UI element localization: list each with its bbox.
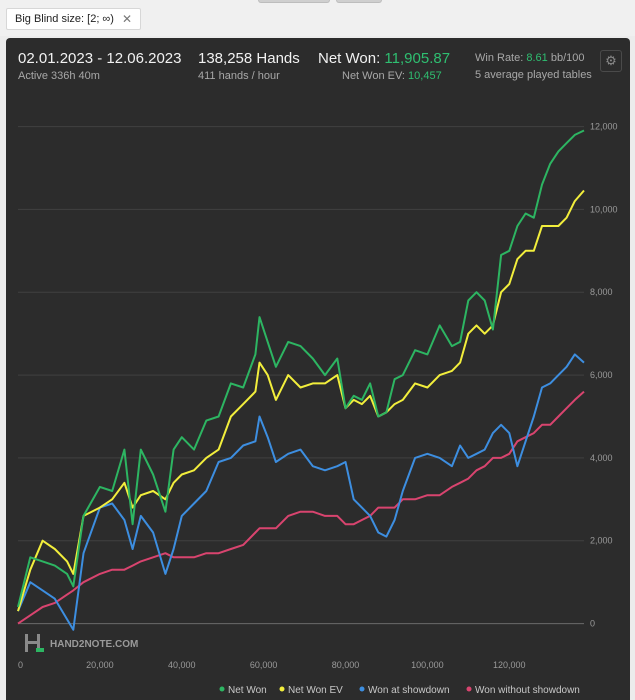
net-won-value: 11,905.87 <box>384 50 451 67</box>
series-line-net-won <box>17 129 585 608</box>
series-line-won-at-showdown <box>17 353 585 631</box>
toolbar-tab-left[interactable] <box>258 0 330 3</box>
legend-item[interactable]: Won without showdown <box>466 685 580 696</box>
net-won-ev-label: Net Won EV: <box>342 70 405 82</box>
x-tick-label: 60,000 <box>250 660 278 670</box>
x-tick-label: 100,000 <box>411 660 444 670</box>
net-won: Net Won: 11,905.87 <box>318 50 450 67</box>
filter-chip[interactable]: Big Blind size: [2; ∞) ✕ <box>6 8 141 30</box>
legend-label: Net Won <box>228 685 267 696</box>
hands-count: 138,258 Hands <box>198 50 300 67</box>
series-line-net-won-ev <box>17 189 585 612</box>
legend-item[interactable]: Net Won EV <box>279 685 344 696</box>
toolbar-tab-right[interactable] <box>336 0 382 3</box>
y-tick-label: 10,000 <box>590 204 618 214</box>
x-axis-labels: 0 20,000 40,000 60,000 80,000 100,000 120,000 <box>18 660 526 670</box>
legend-item[interactable]: Net Won <box>219 685 267 696</box>
series-line-won-without-showdown <box>17 390 585 625</box>
win-rate: Win Rate: 8.61 bb/100 <box>475 52 585 64</box>
top-toolbar: Big Blind size: [2; ∞) ✕ <box>0 0 635 36</box>
series <box>17 129 585 631</box>
net-won-label: Net Won: <box>318 50 381 67</box>
close-icon[interactable]: ✕ <box>121 12 132 26</box>
average-tables: 5 average played tables <box>475 69 592 81</box>
legend-marker <box>279 686 285 692</box>
y-tick-label: 2,000 <box>590 536 613 546</box>
legend-item[interactable]: Won at showdown <box>359 685 450 696</box>
legend-label: Won at showdown <box>368 685 450 696</box>
x-tick-label: 0 <box>18 660 23 670</box>
active-time: Active 336h 40m <box>18 70 100 82</box>
win-rate-unit: bb/100 <box>550 52 585 64</box>
y-axis-labels: 0 2,000 4,000 6,000 8,000 10,000 12,000 <box>590 122 618 629</box>
date-range[interactable]: 02.01.2023 - 12.06.2023 <box>18 50 182 67</box>
legend: Net Won Net Won EV Won at showdown Won with… <box>219 685 580 696</box>
legend-label: Net Won EV <box>288 685 343 696</box>
graph-panel: 02.01.2023 - 12.06.2023 Active 336h 40m … <box>6 38 630 700</box>
y-tick-label: 12,000 <box>590 122 618 132</box>
win-rate-label: Win Rate: <box>475 52 524 64</box>
watermark: HAND2NOTE.COM <box>25 634 138 652</box>
gear-icon[interactable]: ⚙ <box>600 50 622 72</box>
legend-marker <box>359 686 365 692</box>
net-won-ev-value: 10,457 <box>408 70 442 82</box>
legend-marker <box>466 686 472 692</box>
x-tick-label: 80,000 <box>332 660 360 670</box>
y-tick-label: 0 <box>590 619 595 629</box>
filter-label: Big Blind size: [2; ∞) <box>15 13 114 25</box>
y-tick-label: 6,000 <box>590 370 613 380</box>
grid <box>18 126 584 625</box>
legend-marker <box>219 686 225 692</box>
win-rate-value: 8.61 <box>526 52 548 64</box>
watermark-text: HAND2NOTE.COM <box>50 639 138 650</box>
legend-label: Won without showdown <box>475 685 580 696</box>
y-tick-label: 4,000 <box>590 453 613 463</box>
y-tick-label: 8,000 <box>590 287 613 297</box>
h2n-logo-icon <box>25 634 44 652</box>
hands-per-hour: 411 hands / hour <box>198 70 280 82</box>
net-won-ev: Net Won EV: 10,457 <box>342 70 442 82</box>
x-tick-label: 120,000 <box>493 660 526 670</box>
x-tick-label: 40,000 <box>168 660 196 670</box>
x-tick-label: 20,000 <box>86 660 114 670</box>
